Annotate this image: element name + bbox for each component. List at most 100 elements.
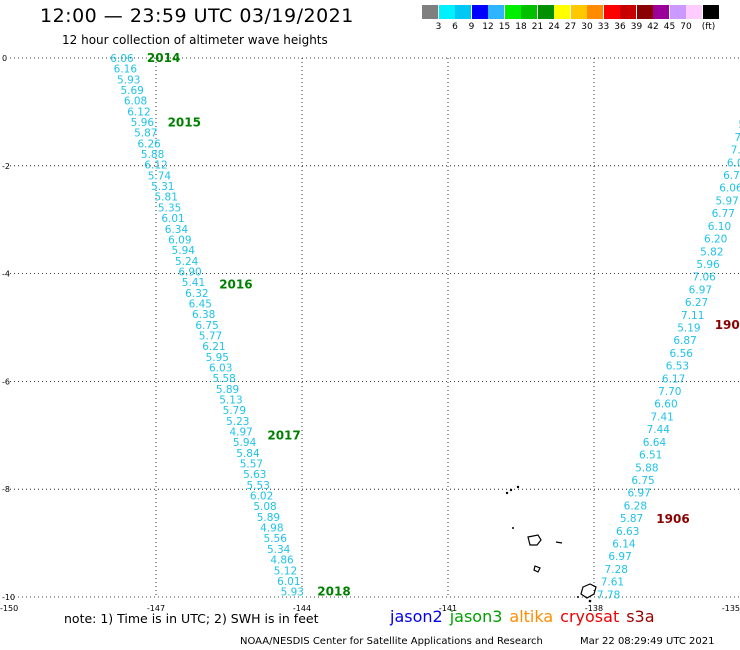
- satellite-legend-jason2: jason2: [390, 607, 443, 626]
- wave-height-label: 6.32: [185, 288, 208, 300]
- wave-height-label: 7.44: [647, 424, 671, 436]
- wave-height-label: 6.97: [627, 488, 650, 500]
- wave-height-label: 5.95: [206, 352, 229, 364]
- colorbar-label: 45: [663, 22, 676, 32]
- wave-height-label: 7.41: [650, 411, 673, 423]
- colorbar-swatch: [422, 5, 438, 19]
- wave-height-label: 6.08: [124, 96, 147, 108]
- island-shape: [580, 583, 597, 599]
- wave-height-label: 5.94: [233, 437, 257, 449]
- island-dot: [509, 488, 513, 492]
- wave-height-label: 4.98: [260, 523, 283, 535]
- wave-height-label: 6.34: [165, 224, 189, 236]
- wave-height-label: 5.12: [274, 565, 297, 577]
- wave-height-label: 6.45: [189, 298, 212, 310]
- wave-height-label: 5.93: [281, 587, 304, 599]
- colorbar-swatch: [504, 5, 521, 19]
- colorbar-label: 21: [531, 22, 544, 32]
- island-dot: [512, 527, 514, 529]
- track-time-label: 2014: [147, 51, 180, 65]
- island-dot: [577, 596, 579, 598]
- colorbar-swatch: [620, 5, 636, 19]
- colorbar-swatch: [570, 5, 587, 19]
- lon-tick-label: -147: [147, 604, 165, 613]
- satellite-legend: jason2 jason3 altika cryosat s3a: [390, 607, 662, 626]
- wave-height-label: 6.14: [612, 538, 636, 550]
- colorbar-swatch: [587, 5, 603, 19]
- wave-height-label: 6.12: [144, 160, 167, 172]
- lat-tick-label: -4: [2, 270, 10, 279]
- wave-height-label: 6.97: [608, 551, 631, 563]
- track-time-label: 2017: [267, 428, 300, 442]
- wave-height-label: 5.53: [247, 480, 270, 492]
- lon-tick-label: -135: [722, 604, 740, 613]
- wave-height-label: 6.12: [127, 106, 150, 118]
- island-shape: [533, 565, 541, 573]
- wave-height-label: 6.28: [624, 500, 647, 512]
- footnote: note: 1) Time is in UTC; 2) SWH is in fe…: [64, 611, 319, 626]
- wave-height-label: 5.58: [212, 373, 235, 385]
- wave-height-label: 5.19: [677, 323, 700, 335]
- wave-height-label: 7.70: [658, 386, 681, 398]
- lat-tick-label: -10: [2, 593, 15, 602]
- colorbar-label: 9: [468, 22, 475, 32]
- satellite-legend-cryosat: cryosat: [560, 607, 620, 626]
- wave-height-label: 6.56: [670, 348, 694, 360]
- wave-height-label: 6.63: [616, 526, 639, 538]
- wave-height-label: 6.64: [643, 437, 667, 449]
- wave-height-label: 5.35: [158, 202, 181, 214]
- wave-height-label: 5.57: [240, 459, 263, 471]
- island-shape: [555, 541, 563, 544]
- wave-height-label: 6.06: [719, 183, 740, 195]
- wave-height-label: 5.92: [738, 119, 740, 131]
- colorbar-swatch: [603, 5, 620, 19]
- wave-height-label: 6.01: [161, 213, 184, 225]
- wave-height-label: 5.74: [148, 170, 172, 182]
- colorbar-swatch: [521, 5, 537, 19]
- wave-height-label: 6.26: [137, 138, 161, 150]
- satellite-legend-jason3: jason3: [449, 607, 503, 626]
- wave-height-label: 7.61: [601, 577, 624, 589]
- colorbar-swatch: [653, 5, 669, 19]
- colorbar-label: 42: [647, 22, 659, 32]
- map-grid: -150 -147 -144 -141 -138 -135 0 -2 -4 -6 -8 -10: [0, 54, 740, 613]
- colorbar-swatch: [554, 5, 570, 19]
- colorbar-label: (ft): [701, 22, 716, 32]
- wave-height-label: 6.00: [727, 157, 740, 169]
- colorbar-label: 15: [498, 22, 511, 32]
- colorbar-swatch: [471, 5, 488, 19]
- island-dot: [516, 485, 520, 489]
- wave-height-label: 5.77: [199, 330, 222, 342]
- wave-height-label: 5.84: [236, 448, 260, 460]
- colorbar-label: 3: [435, 22, 442, 32]
- island-dot: [505, 491, 509, 495]
- wave-height-label: 5.93: [117, 74, 140, 86]
- colorbar-swatch: [702, 5, 719, 19]
- colorbar-label: 27: [564, 22, 577, 32]
- wave-height-label: 7.11: [681, 310, 704, 322]
- track-time-label: 2018: [317, 585, 350, 599]
- lat-tick-label: -8: [2, 485, 10, 494]
- wave-height-label: 6.10: [708, 221, 731, 233]
- wave-height-label: 6.20: [704, 234, 727, 246]
- wave-height-label: 5.82: [700, 246, 723, 258]
- wave-height-label: 5.88: [141, 149, 164, 161]
- wave-height-label: 5.23: [226, 416, 249, 428]
- wave-height-label: 6.16: [114, 64, 138, 76]
- wave-height-label: 7.78: [597, 589, 620, 601]
- colorbar-swatch: [438, 5, 455, 19]
- wave-height-label: 5.08: [253, 501, 276, 513]
- colorbar-label: 33: [597, 22, 610, 32]
- wave-height-label: 5.89: [216, 384, 239, 396]
- wave-height-label: 6.75: [631, 475, 654, 487]
- wave-height-label: 5.34: [267, 544, 291, 556]
- wave-height-label: 5.31: [151, 181, 174, 193]
- lat-tick-label: 0: [2, 54, 7, 63]
- wave-height-label: 6.97: [689, 284, 712, 296]
- wave-height-label: 6.01: [277, 576, 300, 588]
- island-dot: [588, 599, 592, 603]
- colorbar-label: 39: [630, 22, 643, 32]
- wave-height-label: 6.27: [685, 297, 708, 309]
- map-title: 12:00 — 23:59 UTC 03/19/2021: [40, 5, 354, 27]
